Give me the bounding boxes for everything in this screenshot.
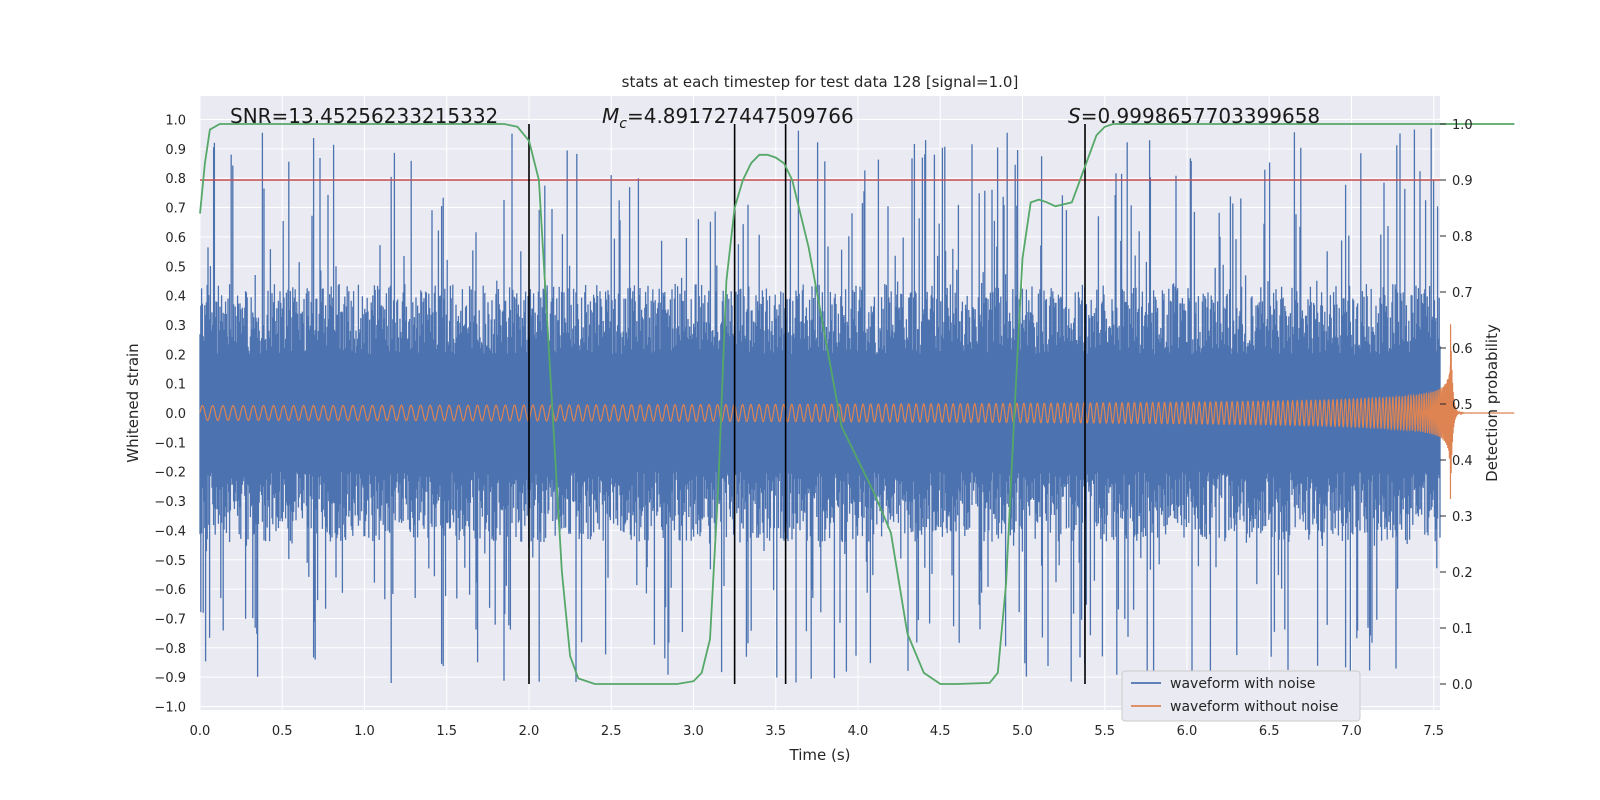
y-tick-label: 0.2 (165, 348, 186, 363)
legend-label-noisy: waveform with noise (1170, 676, 1315, 692)
x-tick-label: 4.5 (930, 724, 951, 739)
x-tick-label: 6.0 (1177, 724, 1198, 739)
y2-tick-label: 0.1 (1452, 622, 1473, 637)
chirp-mass-value: =4.891727447509766 (627, 104, 854, 128)
y2-tick-label: 0.3 (1452, 510, 1473, 525)
y2-tick-label: 0.8 (1452, 230, 1473, 245)
y2-tick-label: 0.9 (1452, 174, 1473, 189)
y-tick-label: −0.5 (154, 554, 186, 569)
x-axis-label: Time (s) (789, 746, 851, 764)
y-tick-label: −0.7 (154, 612, 186, 627)
y-tick-label: −1.0 (154, 701, 186, 716)
y-tick-label: −0.2 (154, 466, 186, 481)
x-tick-label: 3.0 (683, 724, 704, 739)
y-tick-label: −0.4 (154, 524, 186, 539)
reference-lines (200, 124, 1440, 684)
y-tick-label: −0.9 (154, 671, 186, 686)
y2-tick-label: 0.7 (1452, 286, 1473, 301)
ticks: 0.0 0.5 1.0 1.5 2.0 2.5 3.0 3.5 4.0 4.5 5.0 5.5 6.0 6… (154, 114, 1472, 740)
legend: waveform with noise waveform without noi… (1121, 670, 1361, 722)
x-tick-label: 2.5 (601, 724, 622, 739)
y-tick-label: 0.4 (165, 290, 186, 305)
y-tick-label: 0.8 (165, 172, 186, 187)
y2-axis-label: Detection probability (1483, 324, 1501, 482)
y-tick-label: −0.8 (154, 642, 186, 657)
x-tick-label: 0.0 (190, 724, 211, 739)
chirp-mass-symbol: M (602, 104, 619, 128)
chirp-mass-annotation: Mc=4.891727447509766 (602, 104, 854, 132)
chart-title: stats at each timestep for test data 128… (622, 73, 1019, 91)
y2-tick-label: 0.6 (1452, 342, 1473, 357)
y-tick-label: −0.1 (154, 436, 186, 451)
x-tick-label: 0.5 (272, 724, 293, 739)
y-tick-label: 0.7 (165, 202, 186, 217)
x-tick-label: 2.0 (519, 724, 540, 739)
chirp-mass-subscript: c (619, 116, 627, 132)
x-tick-label: 1.0 (354, 724, 375, 739)
y-tick-label: 0.6 (165, 231, 186, 246)
y-tick-label: 0.1 (165, 378, 186, 393)
x-tick-label: 6.5 (1259, 724, 1280, 739)
y-tick-label: 0.0 (165, 407, 186, 422)
clean-chirp-trace (199, 324, 1515, 500)
score-value: =0.9998657703399658 (1081, 104, 1320, 128)
detection-probability-trace (199, 123, 1515, 685)
legend-box (1121, 670, 1361, 722)
x-tick-label: 5.5 (1094, 724, 1115, 739)
x-tick-label: 1.5 (436, 724, 457, 739)
y-tick-label: 0.9 (165, 143, 186, 158)
legend-label-clean: waveform without noise (1170, 699, 1338, 715)
y-axis-label: Whitened strain (124, 343, 142, 462)
y2-tick-label: 0.2 (1452, 566, 1473, 581)
x-tick-label: 5.0 (1012, 724, 1033, 739)
y2-tick-label: 0.4 (1452, 454, 1473, 469)
series-detection-probability (199, 123, 1515, 685)
score-symbol: S (1068, 104, 1081, 128)
x-tick-label: 3.5 (765, 724, 786, 739)
y2-tick-label: 0.0 (1452, 678, 1473, 693)
y2-tick-label: 0.5 (1452, 398, 1473, 413)
snr-annotation: SNR=13.45256233215332 (230, 104, 498, 128)
y-tick-label: 0.5 (165, 260, 186, 275)
score-annotation: S=0.9998657703399658 (1068, 104, 1320, 128)
y-tick-label: −0.3 (154, 495, 186, 510)
series-waveform-without-noise (199, 324, 1515, 500)
x-tick-label: 7.5 (1423, 724, 1444, 739)
y2-tick-label: 1.0 (1452, 118, 1473, 133)
y-tick-label: −0.6 (154, 583, 186, 598)
y-tick-label: 1.0 (165, 114, 186, 129)
x-tick-label: 4.0 (848, 724, 869, 739)
y-tick-label: 0.3 (165, 319, 186, 334)
x-tick-label: 7.0 (1341, 724, 1362, 739)
